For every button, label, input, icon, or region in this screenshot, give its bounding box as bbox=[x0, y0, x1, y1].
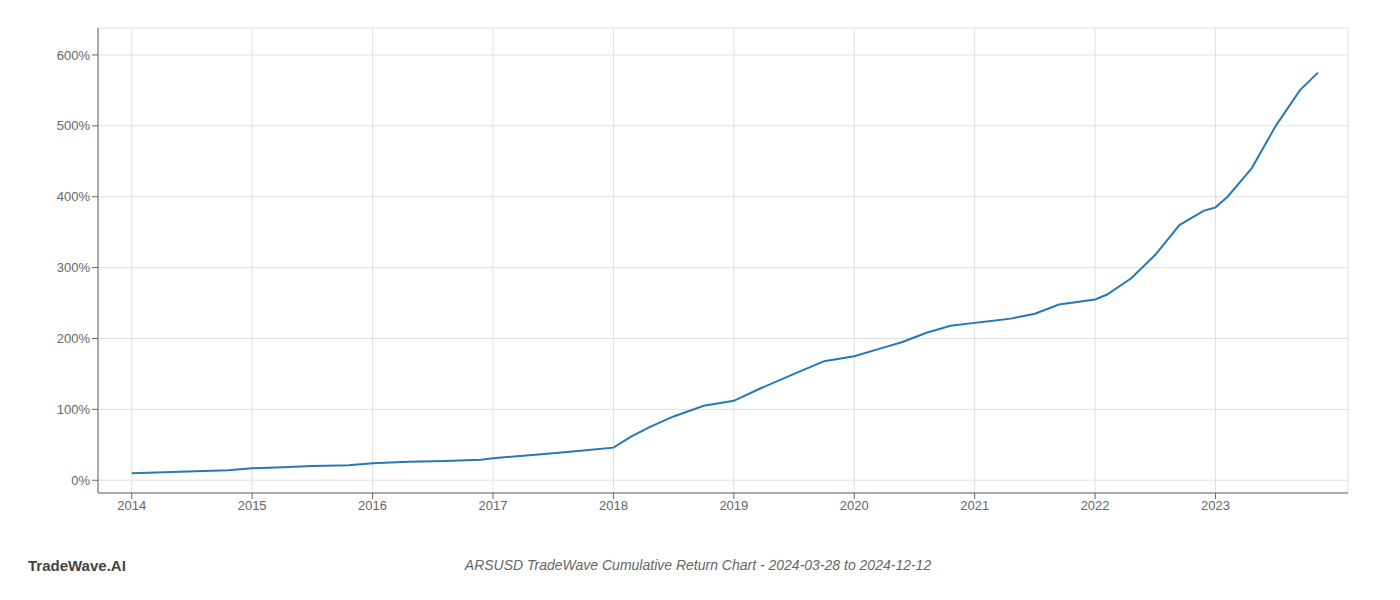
svg-text:2020: 2020 bbox=[840, 498, 869, 513]
svg-text:0%: 0% bbox=[71, 473, 90, 488]
svg-text:2021: 2021 bbox=[960, 498, 989, 513]
svg-text:400%: 400% bbox=[57, 189, 91, 204]
html-text:TradeWave.AI: TradeWave.AI bbox=[28, 556, 126, 574]
svg-text:300%: 300% bbox=[57, 260, 91, 275]
svg-text:2017: 2017 bbox=[479, 498, 508, 513]
svg-text:2014: 2014 bbox=[117, 498, 146, 513]
svg-text:2015: 2015 bbox=[238, 498, 267, 513]
svg-text:2019: 2019 bbox=[719, 498, 748, 513]
svg-text:100%: 100% bbox=[57, 402, 91, 417]
svg-text:200%: 200% bbox=[57, 331, 91, 346]
svg-text:2018: 2018 bbox=[599, 498, 628, 513]
svg-text:2022: 2022 bbox=[1081, 498, 1110, 513]
svg-text:2023: 2023 bbox=[1201, 498, 1230, 513]
svg-text:2016: 2016 bbox=[358, 498, 387, 513]
svg-text:600%: 600% bbox=[57, 48, 91, 63]
html-text:ARSUSD TradeWave Cumulative Re: ARSUSD TradeWave Cumulative Return Chart… bbox=[464, 557, 932, 573]
svg-text:500%: 500% bbox=[57, 118, 91, 133]
